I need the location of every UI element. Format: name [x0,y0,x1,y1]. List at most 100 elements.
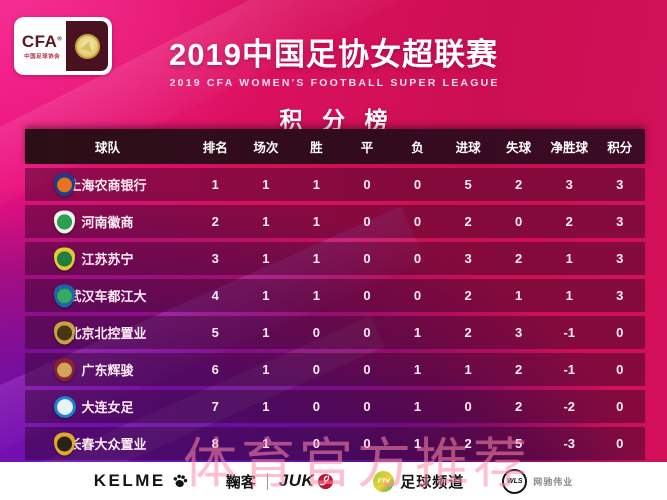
cell-win: 0 [312,325,321,340]
title-block: 2019中国足协女超联赛 2019 CFA WOMEN'S FOOTBALL S… [0,29,667,135]
sponsor-football-channel: FTV 足球频道 [373,470,465,492]
cell-played: 1 [262,177,270,192]
cell-loss: 1 [413,399,422,414]
cell-draw: 0 [363,436,371,451]
cell-played: 1 [262,362,270,377]
cell-ga: 2 [515,251,523,266]
team-badge-icon [54,395,76,418]
cell-loss: 0 [413,214,422,229]
cell-played: 1 [262,399,270,414]
cell-pts: 0 [616,325,624,340]
cell-played: 1 [262,251,270,266]
cell-rank: 8 [211,436,219,451]
cell-win: 1 [312,251,321,266]
cell-loss: 1 [413,325,422,340]
table-row: 广东辉骏 6 1 0 0 1 1 2 -1 0 [25,353,645,386]
column-header-5: 负 [411,141,424,155]
team-badge-icon [54,321,75,344]
column-header-6: 进球 [455,141,481,155]
cell-played: 1 [262,214,270,229]
table-row: 武汉车都江大 4 1 1 0 0 2 1 1 3 [25,279,645,312]
cfa-emblem-panel [66,21,108,71]
cell-gd: 2 [565,214,573,229]
team-name: 广东辉骏 [81,363,134,378]
cell-ga: 1 [515,288,523,303]
sponsor-wls: WLS 网驰伟业 [502,468,574,494]
cell-ga: 2 [515,362,523,377]
team-name: 大连女足 [81,400,134,415]
cell-gf: 5 [464,177,472,192]
football-channel-wordmark: 足球频道 [400,473,465,491]
team-name: 江苏苏宁 [81,252,134,267]
cfa-abbr-text: CFA® [21,31,63,51]
page-subtitle: 2019 CFA WOMEN'S FOOTBALL SUPER LEAGUE [169,77,500,89]
table-row: 江苏苏宁 3 1 1 0 0 3 2 1 3 [25,242,645,275]
team-cell: 武汉车都江大 [25,284,190,307]
cell-rank: 2 [211,214,219,229]
cell-win: 1 [312,288,321,303]
cell-ga: 2 [515,177,523,192]
cell-loss: 0 [413,288,422,303]
cell-win: 1 [312,214,321,229]
sponsor-kelme: KELME [94,471,188,491]
table-row: 大连女足 7 1 0 0 1 0 2 -2 0 [25,390,645,423]
team-name: 河南徽商 [81,215,134,230]
cell-gd: -1 [563,362,575,377]
cell-win: 0 [312,362,321,377]
cell-gd: 1 [565,251,573,266]
cell-draw: 0 [363,362,371,377]
cell-gf: 2 [464,214,472,229]
cell-pts: 0 [616,362,624,377]
column-header-9: 积分 [607,141,633,155]
cell-rank: 4 [211,288,219,303]
cell-gf: 2 [464,436,472,451]
wls-icon: WLS [502,468,528,494]
cell-ga: 0 [515,214,523,229]
column-header-2: 场次 [253,141,279,155]
cell-win: 1 [312,177,321,192]
cell-rank: 3 [211,251,219,266]
cell-rank: 7 [211,399,219,414]
cell-draw: 0 [363,325,371,340]
cell-gf: 2 [464,288,472,303]
cell-draw: 0 [363,399,371,414]
wls-wordmark: 网驰伟业 [533,476,574,487]
cell-pts: 0 [616,436,624,451]
cell-gd: 3 [565,177,573,192]
cell-pts: 3 [616,177,624,192]
cell-played: 1 [262,325,270,340]
team-cell: 北京北控置业 [25,321,190,344]
cell-pts: 3 [616,214,624,229]
cell-loss: 0 [413,177,422,192]
table-row: 长春大众置业 8 1 0 0 1 2 5 -3 0 [25,427,645,460]
cell-ga: 3 [515,325,523,340]
cell-draw: 0 [363,251,371,266]
cell-gd: -3 [563,436,575,451]
column-header-0: 球队 [94,141,120,155]
cell-win: 0 [312,436,321,451]
cell-loss: 1 [413,436,422,451]
cell-gd: -1 [563,325,575,340]
team-badge-icon [54,358,75,381]
cell-pts: 0 [616,399,624,414]
cell-draw: 0 [363,214,371,229]
team-badge-icon [54,210,75,233]
team-name: 长春大众置业 [68,437,147,452]
cell-gf: 1 [464,362,472,377]
team-cell: 广东辉骏 [25,358,190,381]
cell-played: 1 [262,288,270,303]
watermark-text: 体育官方推荐 [183,434,531,494]
section-title: 积分榜 [279,107,408,133]
cell-loss: 0 [413,251,422,266]
divider [266,472,268,490]
juke-en-wordmark: JUK [278,471,315,490]
standings-table: 球队 排名 场次 胜 平 负 进球 失球 净胜球 积分 上海农商银行 1 1 1 0 0 5 2 3 3 河南徽商 2 1… [25,129,645,460]
cell-pts: 3 [616,251,624,266]
sponsor-footer: KELME 鞠客 JUK FTV [0,462,667,500]
cell-ga: 5 [515,436,523,451]
cfa-emblem-icon [74,33,100,59]
cell-gf: 0 [464,399,472,414]
cell-rank: 1 [211,177,219,192]
team-name: 上海农商银行 [68,178,147,193]
